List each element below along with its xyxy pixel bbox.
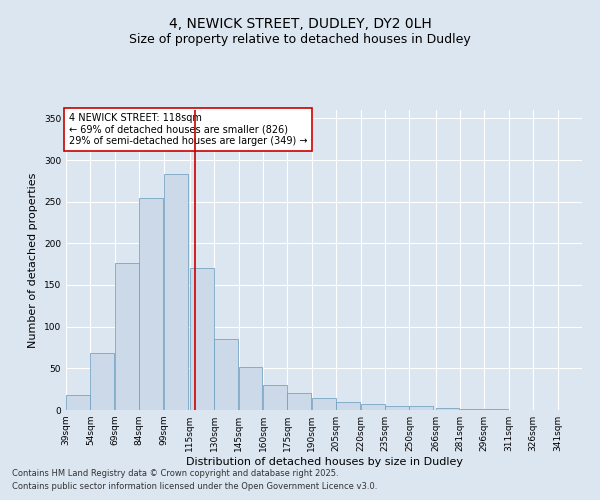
Bar	[263, 385, 287, 410]
Bar	[312, 398, 336, 410]
Text: 4, NEWICK STREET, DUDLEY, DY2 0LH: 4, NEWICK STREET, DUDLEY, DY2 0LH	[169, 18, 431, 32]
Bar	[139, 198, 163, 410]
Bar	[115, 264, 139, 410]
Y-axis label: Number of detached properties: Number of detached properties	[28, 172, 38, 348]
Bar	[91, 354, 115, 410]
Bar	[214, 339, 238, 410]
Text: Contains public sector information licensed under the Open Government Licence v3: Contains public sector information licen…	[12, 482, 377, 491]
Bar	[436, 408, 460, 410]
Bar	[460, 409, 484, 410]
Bar	[409, 406, 433, 410]
Bar	[66, 395, 90, 410]
Bar	[484, 409, 508, 410]
X-axis label: Distribution of detached houses by size in Dudley: Distribution of detached houses by size …	[185, 457, 463, 467]
Bar	[190, 268, 214, 410]
Bar	[361, 404, 385, 410]
Bar	[385, 406, 409, 410]
Text: 4 NEWICK STREET: 118sqm
← 69% of detached houses are smaller (826)
29% of semi-d: 4 NEWICK STREET: 118sqm ← 69% of detache…	[68, 113, 307, 146]
Bar	[239, 366, 262, 410]
Bar	[164, 174, 188, 410]
Bar	[287, 392, 311, 410]
Bar	[336, 402, 360, 410]
Text: Size of property relative to detached houses in Dudley: Size of property relative to detached ho…	[129, 32, 471, 46]
Text: Contains HM Land Registry data © Crown copyright and database right 2025.: Contains HM Land Registry data © Crown c…	[12, 468, 338, 477]
